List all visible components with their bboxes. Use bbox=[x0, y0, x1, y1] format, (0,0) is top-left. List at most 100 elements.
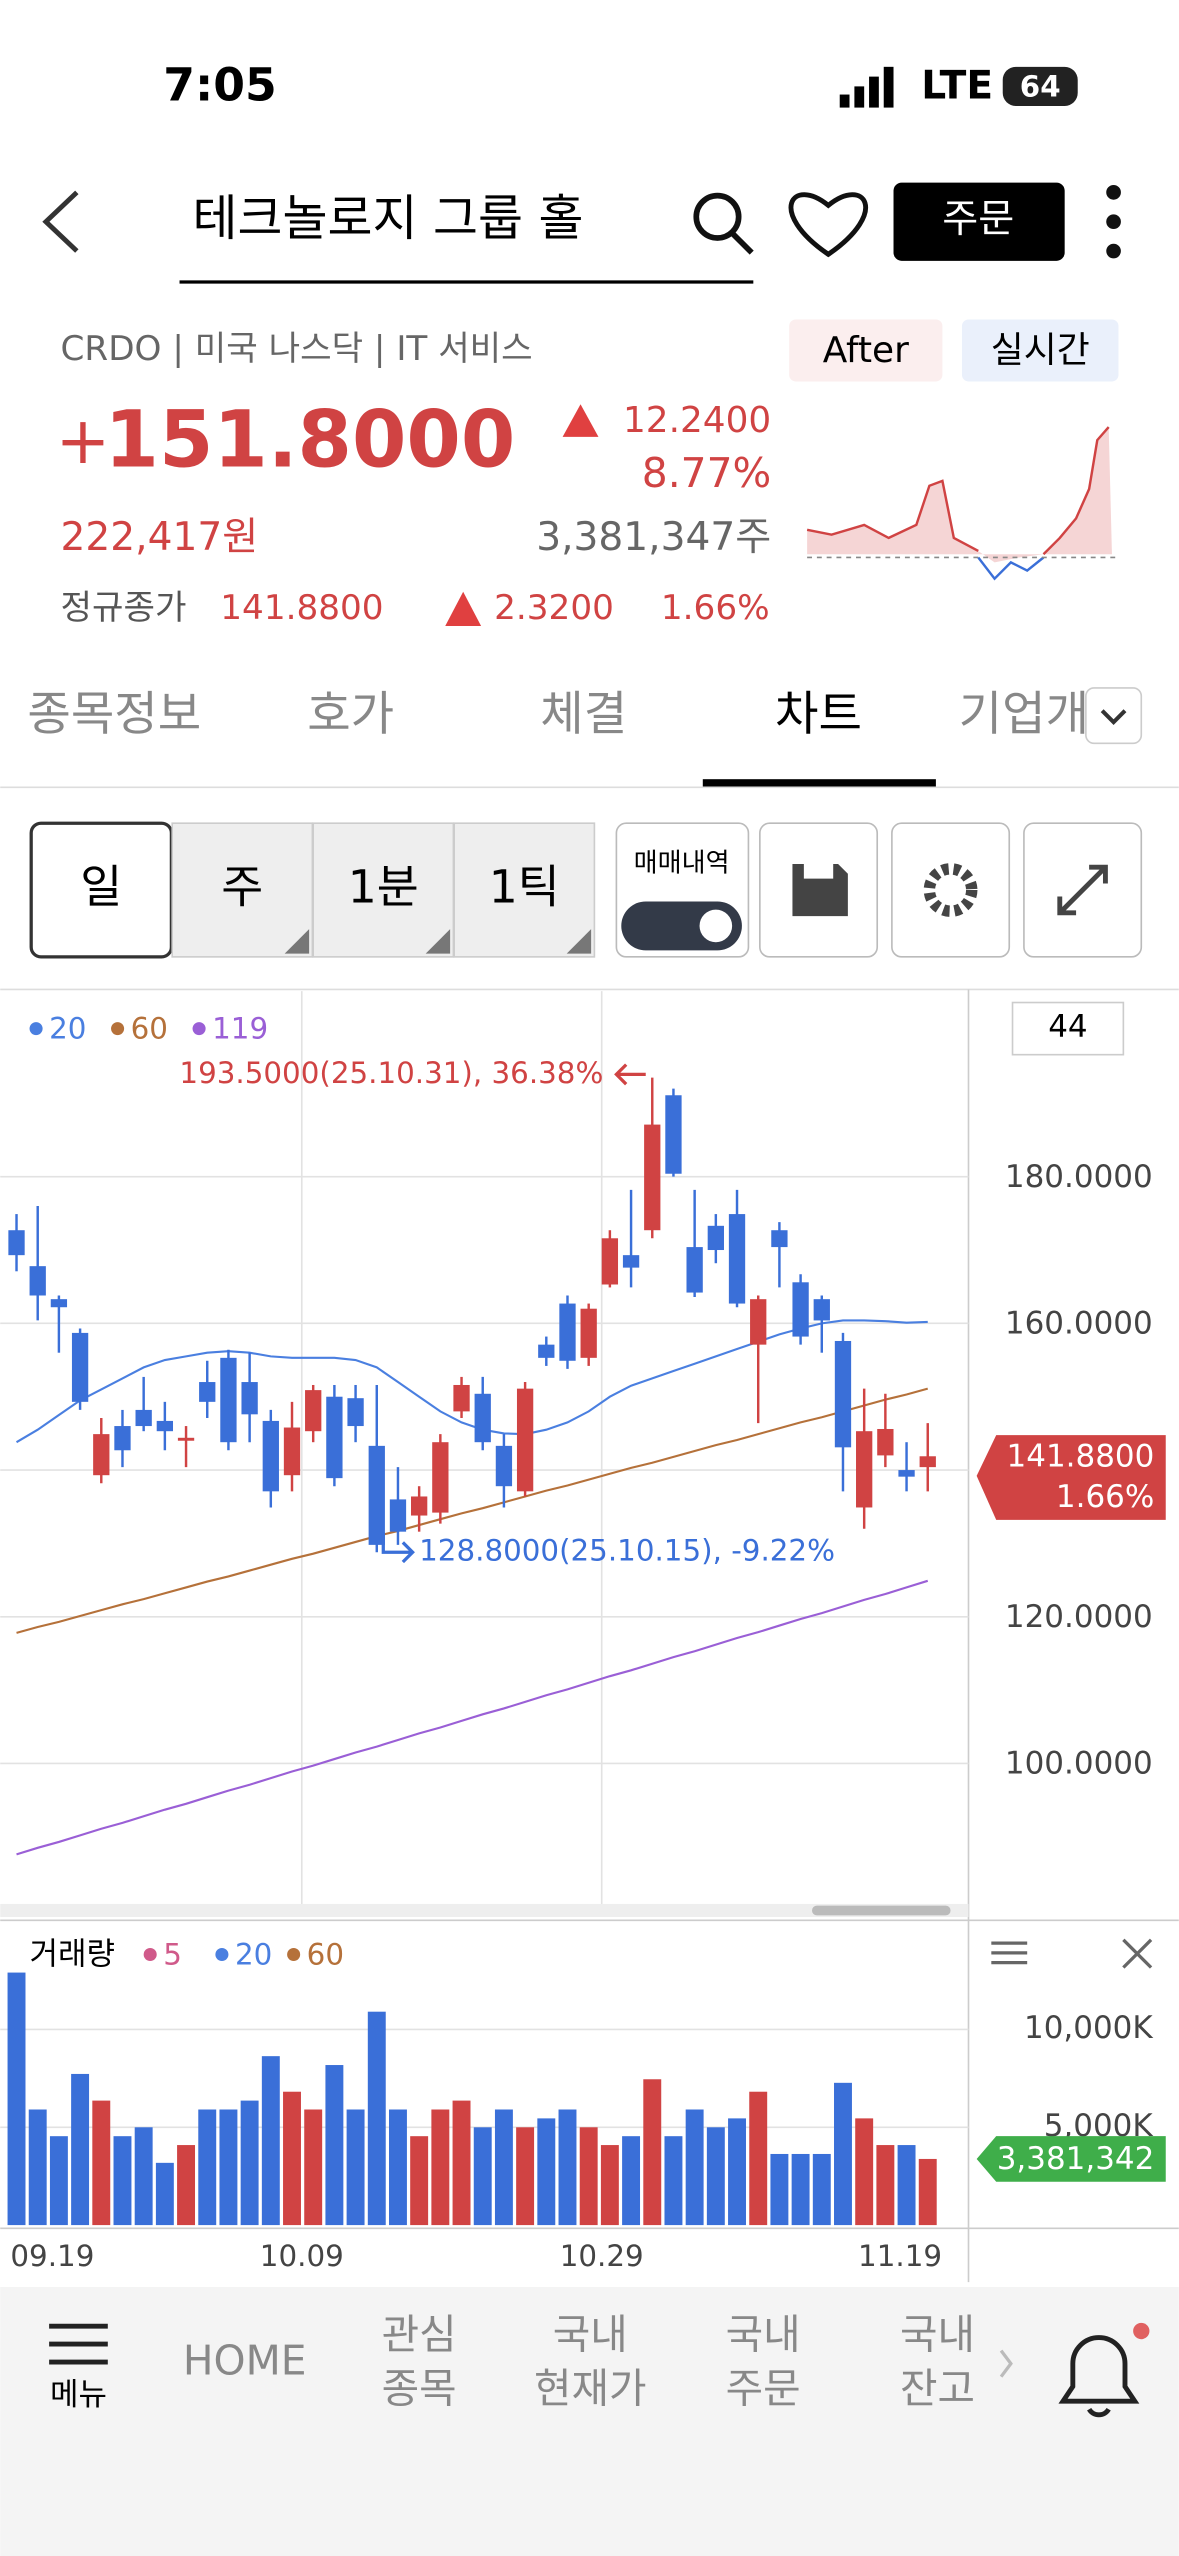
candle-body bbox=[220, 1357, 237, 1443]
candle-body bbox=[177, 1437, 195, 1441]
stock-meta: CRDO | 미국 나스닥 | IT 서비스 bbox=[61, 329, 533, 369]
volume-bar bbox=[579, 2127, 598, 2226]
volume-bar bbox=[855, 2118, 874, 2226]
change-pct: 8.77% bbox=[642, 449, 771, 497]
candle-body bbox=[368, 1445, 385, 1545]
candle-body bbox=[559, 1303, 576, 1361]
candle-body bbox=[71, 1332, 89, 1402]
trade-history-label: 매매내역 bbox=[634, 848, 730, 878]
x-tick-label: 10.09 bbox=[260, 2239, 344, 2273]
y-tick-label: 100.0000 bbox=[1005, 1746, 1153, 1782]
candle-body bbox=[707, 1225, 724, 1251]
volume-bar bbox=[643, 2079, 662, 2226]
up-arrow bbox=[562, 404, 599, 437]
change: 12.2400 bbox=[623, 400, 771, 441]
volume-bar bbox=[685, 2109, 704, 2226]
candle-body bbox=[686, 1247, 703, 1293]
period-button[interactable] bbox=[453, 822, 596, 958]
tabs-expand[interactable] bbox=[1085, 687, 1143, 745]
nav-item[interactable]: HOME bbox=[183, 2337, 307, 2385]
candle-body bbox=[453, 1384, 470, 1412]
candle-body bbox=[898, 1470, 915, 1477]
network: LTE bbox=[921, 64, 993, 109]
menu-icon[interactable] bbox=[49, 2323, 108, 2365]
volume-tag-label: 3,381,342 bbox=[997, 2141, 1155, 2177]
nav-item[interactable]: 관심 종목 bbox=[382, 2311, 457, 2413]
favorite-button[interactable] bbox=[788, 192, 868, 258]
scrollbar-thumb[interactable] bbox=[812, 1905, 951, 1916]
after-badge-label: After bbox=[823, 330, 909, 371]
volume-close[interactable] bbox=[1122, 1938, 1153, 1969]
period-button[interactable] bbox=[171, 822, 314, 958]
moving-average bbox=[16, 1579, 929, 1856]
candle-body bbox=[728, 1214, 746, 1304]
candle-body bbox=[601, 1238, 619, 1285]
count-label: 44 bbox=[1048, 1009, 1087, 1045]
volume-bar bbox=[155, 2162, 174, 2226]
nav-item[interactable]: 국내 잔고 bbox=[900, 2311, 975, 2413]
volume-bar bbox=[410, 2136, 429, 2226]
order-button[interactable] bbox=[893, 182, 1065, 261]
candle-body bbox=[516, 1388, 534, 1492]
legend-dot bbox=[29, 1022, 43, 1036]
candle-body bbox=[8, 1230, 25, 1256]
candle-body bbox=[792, 1282, 809, 1337]
volume-bar bbox=[791, 2153, 810, 2226]
candle-body bbox=[326, 1396, 343, 1479]
tab[interactable]: 기업개 bbox=[959, 687, 1089, 742]
candle-body bbox=[919, 1456, 936, 1468]
period-label: 일 bbox=[80, 861, 122, 914]
menu-label: 메뉴 bbox=[50, 2377, 107, 2413]
candle-body bbox=[495, 1445, 513, 1487]
back-button[interactable] bbox=[42, 190, 79, 253]
more-button[interactable] bbox=[1106, 185, 1121, 259]
x-tick-label: 10.29 bbox=[560, 2239, 644, 2273]
candle-body bbox=[813, 1299, 830, 1321]
nav-item[interactable]: 국내 현재가 bbox=[534, 2311, 646, 2413]
settings-button[interactable] bbox=[891, 822, 1011, 958]
volume-bar bbox=[346, 2109, 365, 2226]
legend-label: 60 bbox=[131, 1012, 168, 1046]
legend-label: 60 bbox=[307, 1938, 344, 1972]
tab[interactable]: 체결 bbox=[540, 687, 627, 742]
x-tick-label: 11.19 bbox=[858, 2239, 942, 2273]
candle-body bbox=[305, 1390, 322, 1432]
volume-bar bbox=[473, 2127, 492, 2226]
low-arrow bbox=[381, 1532, 415, 1564]
regular-close: 141.8800 bbox=[220, 588, 383, 628]
candle-body bbox=[29, 1266, 46, 1296]
candle-body bbox=[432, 1442, 449, 1513]
volume-menu-icon[interactable] bbox=[991, 1941, 1028, 1965]
candle-body bbox=[199, 1382, 216, 1402]
regular-up-arrow bbox=[445, 591, 482, 626]
nav-item[interactable]: 국내 주문 bbox=[726, 2311, 801, 2413]
stock-title: 테크놀로지 그룹 홀 bbox=[193, 190, 584, 247]
toggle-knob bbox=[699, 909, 733, 943]
candle-body bbox=[665, 1095, 682, 1174]
notification-button[interactable] bbox=[1058, 2335, 1140, 2418]
price-tag-price: 141.8800 bbox=[1007, 1438, 1155, 1474]
legend-dot bbox=[215, 1947, 229, 1962]
tab-indicator bbox=[702, 779, 936, 788]
volume-bar bbox=[219, 2109, 238, 2226]
candle-body bbox=[50, 1299, 68, 1308]
legend-label: 119 bbox=[212, 1012, 268, 1046]
tab[interactable]: 호가 bbox=[307, 687, 394, 742]
volume-bar bbox=[113, 2136, 132, 2226]
x-tick-label: 09.19 bbox=[10, 2239, 94, 2273]
volume-bar bbox=[516, 2127, 535, 2226]
volume-bar bbox=[876, 2145, 895, 2226]
tab[interactable]: 차트 bbox=[775, 687, 862, 742]
candle-body bbox=[644, 1124, 661, 1231]
volume-bar bbox=[28, 2109, 47, 2226]
volume-bar bbox=[367, 2011, 386, 2226]
volume-bar bbox=[92, 2100, 111, 2226]
search-button[interactable] bbox=[693, 192, 754, 255]
period-label: 주 bbox=[221, 861, 263, 914]
after-badge bbox=[789, 319, 943, 382]
volume-bar bbox=[537, 2118, 556, 2226]
scrollbar-track bbox=[0, 1903, 969, 1917]
y-tick-label: 160.0000 bbox=[1005, 1305, 1153, 1341]
tab[interactable]: 종목정보 bbox=[27, 687, 201, 742]
